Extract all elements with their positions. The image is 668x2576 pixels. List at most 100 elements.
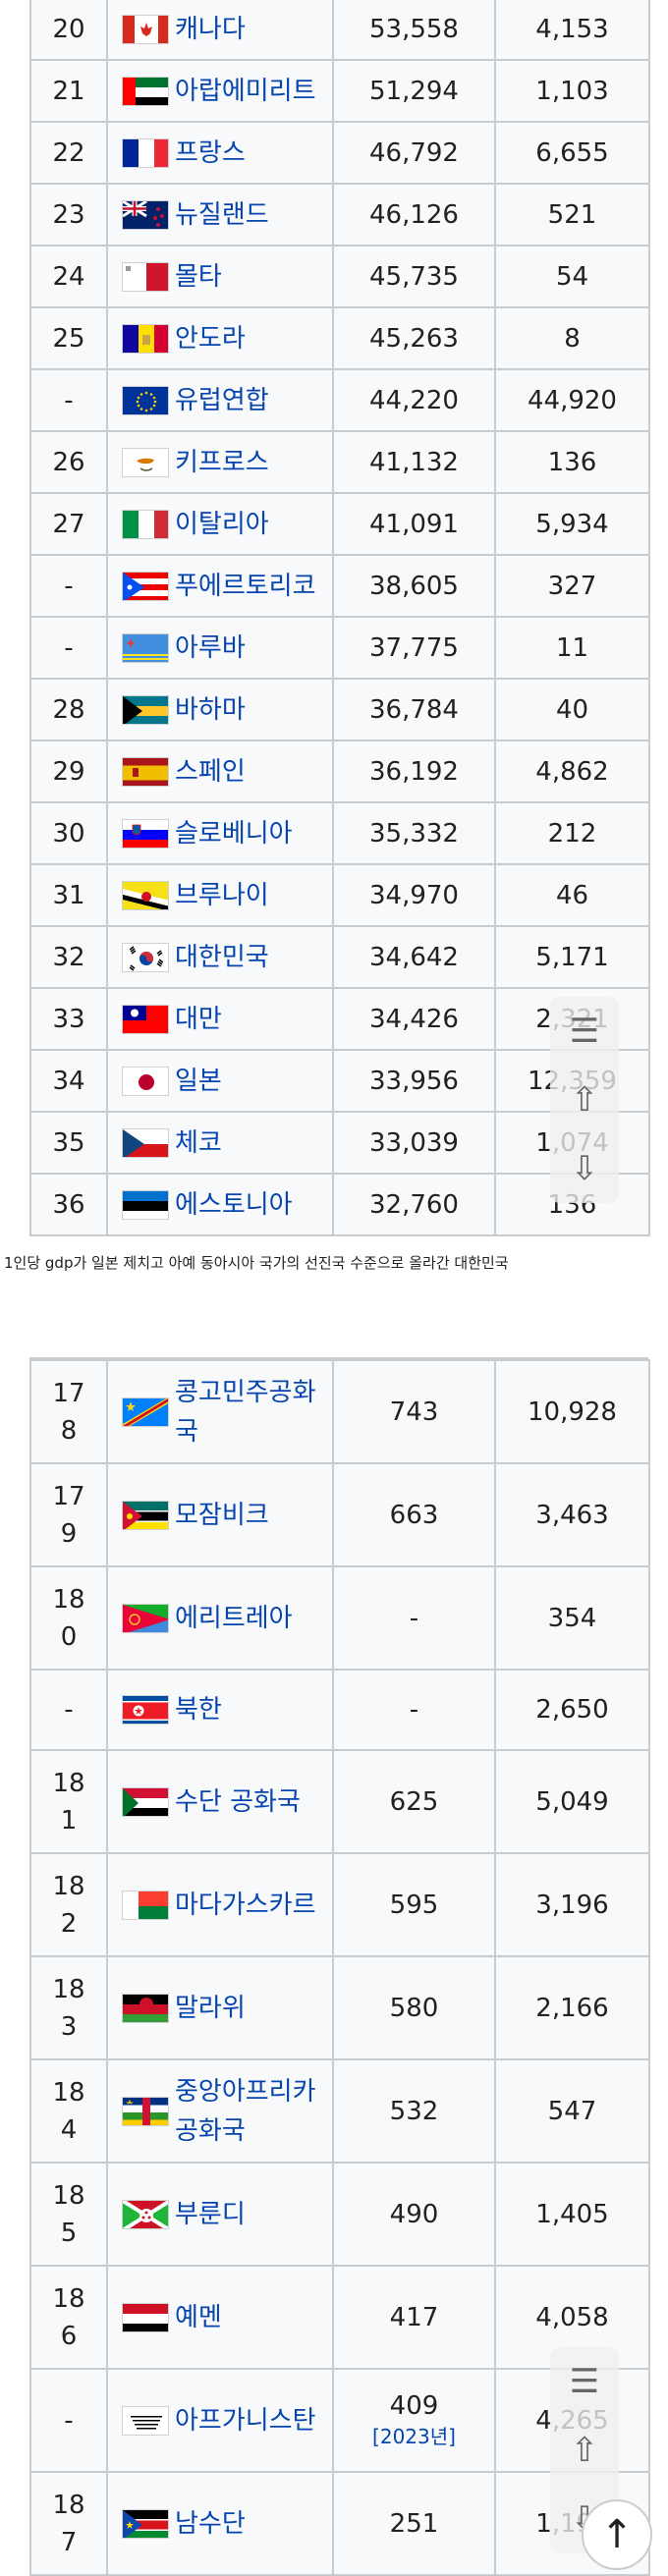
country-link[interactable]: 안도라	[175, 323, 246, 354]
rank-cell: -	[29, 2368, 108, 2473]
rank-cell: 18 7	[29, 2471, 108, 2576]
gdp-value: 51,294	[369, 76, 459, 106]
japan-flag-icon[interactable]	[122, 1066, 169, 1096]
south-sudan-flag-icon[interactable]	[122, 2508, 169, 2539]
uae-flag-icon[interactable]	[122, 76, 169, 106]
gdp-value: 36,192	[369, 756, 459, 787]
brunei-flag-icon[interactable]	[122, 880, 169, 910]
country-link[interactable]: 북한	[175, 1695, 222, 1725]
country-cell: 이탈리아	[106, 492, 334, 556]
country-link[interactable]: 키프로스	[175, 447, 269, 477]
malta-flag-icon[interactable]	[122, 261, 169, 292]
madagascar-flag-icon[interactable]	[122, 1890, 169, 1920]
new-zealand-flag-icon[interactable]	[122, 199, 169, 230]
afghanistan-flag-icon[interactable]	[122, 2405, 169, 2436]
gdp-value: 37,775	[369, 632, 459, 663]
central-african-republic-flag-icon[interactable]	[122, 2096, 169, 2126]
country-link[interactable]: 대만	[175, 1004, 222, 1034]
country-link[interactable]: 아랍에미리트	[175, 76, 316, 106]
dr-congo-flag-icon[interactable]	[122, 1397, 169, 1427]
table-row: 18 2 마다가스카르 595 3,196	[29, 1852, 650, 1957]
sudan-flag-icon[interactable]	[122, 1786, 169, 1817]
eritrea-flag-icon[interactable]	[122, 1603, 169, 1633]
table-row: 23 뉴질랜드 46,126 521	[29, 183, 650, 247]
country-link[interactable]: 이탈리아	[175, 509, 269, 539]
country-link[interactable]: 콩고민주공화국	[175, 1377, 316, 1447]
list-icon[interactable]: ☰	[569, 1012, 600, 1051]
estonia-flag-icon[interactable]	[122, 1189, 169, 1220]
country-link[interactable]: 캐나다	[175, 14, 246, 44]
country-link[interactable]: 남수단	[175, 2508, 246, 2539]
aruba-flag-icon[interactable]	[122, 632, 169, 663]
arrow-up-icon[interactable]: ⇧	[570, 2431, 599, 2470]
country-cell: 키프로스	[106, 430, 334, 494]
country-link[interactable]: 유럽연합	[175, 385, 269, 415]
country-link[interactable]: 아프가니스탄	[175, 2405, 316, 2436]
population-cell: 2,166	[494, 1955, 650, 2060]
country-link[interactable]: 일본	[175, 1066, 222, 1096]
population-cell: 3,463	[494, 1462, 650, 1567]
cyprus-flag-icon[interactable]	[122, 447, 169, 477]
country-link[interactable]: 슬로베니아	[175, 818, 293, 849]
malawi-flag-icon[interactable]	[122, 1993, 169, 2023]
gdp-cell: 36,784	[332, 678, 496, 741]
country-link[interactable]: 중앙아프리카공화국	[175, 2076, 316, 2146]
italy-flag-icon[interactable]	[122, 509, 169, 539]
gdp-cell: 45,735	[332, 245, 496, 308]
country-link[interactable]: 예멘	[175, 2302, 222, 2332]
mozambique-flag-icon[interactable]	[122, 1500, 169, 1530]
country-link[interactable]: 모잠비크	[175, 1500, 269, 1530]
gdp-value: 45,263	[369, 323, 459, 354]
arrow-down-icon[interactable]: ⇩	[570, 1149, 599, 1188]
country-cell: 부룬디	[106, 2162, 334, 2267]
country-link[interactable]: 아루바	[175, 632, 246, 663]
country-link[interactable]: 스페인	[175, 756, 246, 787]
country-link[interactable]: 프랑스	[175, 137, 246, 168]
gdp-cell: 41,132	[332, 430, 496, 494]
country-link[interactable]: 에스토니아	[175, 1189, 293, 1220]
country-cell: 예멘	[106, 2265, 334, 2370]
country-link[interactable]: 뉴질랜드	[175, 199, 269, 230]
yemen-flag-icon[interactable]	[122, 2302, 169, 2332]
eu-flag-icon[interactable]	[122, 385, 169, 415]
country-link[interactable]: 에리트레아	[175, 1603, 293, 1633]
country-cell: 아프가니스탄	[106, 2368, 334, 2473]
burundi-flag-icon[interactable]	[122, 2199, 169, 2229]
country-link[interactable]: 바하마	[175, 694, 246, 725]
population-cell: 354	[494, 1565, 650, 1671]
list-icon[interactable]: ☰	[569, 2362, 600, 2401]
population-cell: 54	[494, 245, 650, 308]
gdp-cell: 46,126	[332, 183, 496, 247]
country-link[interactable]: 체코	[175, 1127, 222, 1158]
andorra-flag-icon[interactable]	[122, 323, 169, 354]
spain-flag-icon[interactable]	[122, 756, 169, 787]
country-link[interactable]: 몰타	[175, 261, 222, 292]
country-link[interactable]: 마다가스카르	[175, 1890, 316, 1920]
rank-cell: 26	[29, 430, 108, 494]
south-korea-flag-icon[interactable]	[122, 942, 169, 972]
gdp-cell: 32,760	[332, 1173, 496, 1236]
country-cell: 아랍에미리트	[106, 59, 334, 123]
population-cell: 327	[494, 554, 650, 618]
scroll-to-top-icon[interactable]: ↑	[582, 2499, 652, 2570]
france-flag-icon[interactable]	[122, 137, 169, 168]
country-link[interactable]: 대한민국	[175, 942, 269, 972]
reference-link[interactable]: [2023년]	[372, 2425, 456, 2448]
slovenia-flag-icon[interactable]	[122, 818, 169, 849]
table-row: 18 1 수단 공화국 625 5,049	[29, 1749, 650, 1854]
country-cell: 말라위	[106, 1955, 334, 2060]
bahamas-flag-icon[interactable]	[122, 694, 169, 725]
canada-flag-icon[interactable]	[122, 14, 169, 44]
country-link[interactable]: 부룬디	[175, 2199, 246, 2229]
taiwan-flag-icon[interactable]	[122, 1004, 169, 1034]
czechia-flag-icon[interactable]	[122, 1127, 169, 1158]
gdp-cell: 409 [2023년]	[332, 2368, 496, 2473]
north-korea-flag-icon[interactable]	[122, 1695, 169, 1725]
country-link[interactable]: 푸에르토리코	[175, 571, 316, 601]
country-link[interactable]: 수단 공화국	[175, 1786, 301, 1817]
puerto-rico-flag-icon[interactable]	[122, 571, 169, 601]
country-link[interactable]: 말라위	[175, 1993, 246, 2023]
country-link[interactable]: 브루나이	[175, 880, 269, 910]
arrow-up-icon[interactable]: ⇧	[570, 1080, 599, 1120]
